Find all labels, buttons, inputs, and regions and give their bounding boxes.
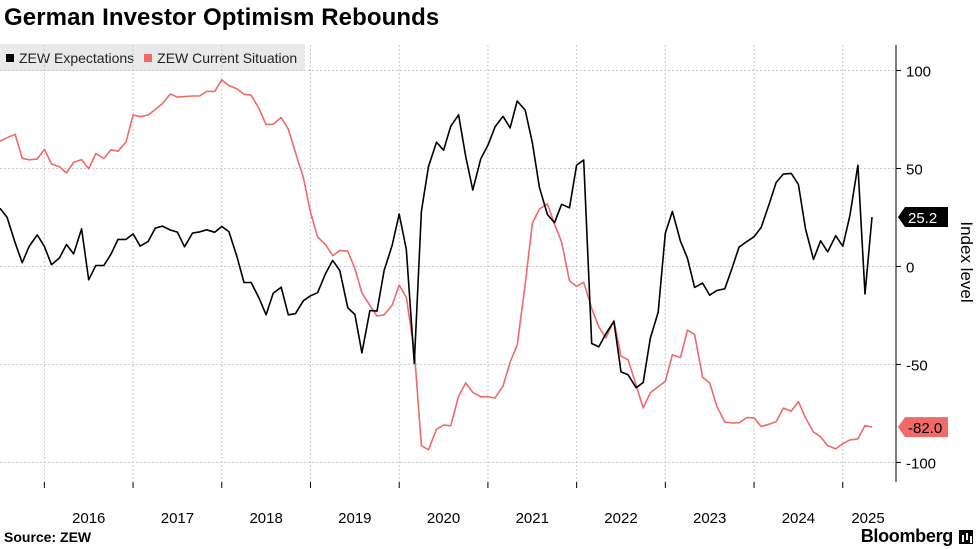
x-tick-label: 2018 xyxy=(249,510,282,527)
x-tick-label: 2021 xyxy=(516,510,549,527)
y-axis-label: Index level xyxy=(957,221,976,303)
grid-lines xyxy=(0,45,896,482)
chart-title: German Investor Optimism Rebounds xyxy=(4,4,440,31)
legend-item-current: ZEW Current Situation xyxy=(144,50,297,66)
badge-label-expectations: 25.2 xyxy=(908,210,937,227)
x-tick-label: 2022 xyxy=(604,510,637,527)
y-tick-label: 0 xyxy=(906,259,914,276)
legend-item-expectations: ZEW Expectations xyxy=(6,50,134,66)
bloomberg-terminal-icon xyxy=(959,529,973,544)
y-tick-label: -100 xyxy=(906,455,936,472)
badge-label-current: -82.0 xyxy=(908,420,942,437)
series-line-expectations xyxy=(0,100,873,389)
x-tick-label: 2017 xyxy=(161,510,194,527)
last-value-badges: 25.2 -82.0 xyxy=(898,207,948,438)
brand-logo: Bloomberg xyxy=(861,526,973,547)
axes: 100 50 0 -50 -100 2016 2017 2018 2019 2020 2021 202… xyxy=(43,45,936,527)
x-tick-label: 2020 xyxy=(427,510,460,527)
series-lines xyxy=(0,79,873,451)
legend-swatch-expectations xyxy=(6,53,14,62)
x-tick-label: 2019 xyxy=(338,510,371,527)
y-tick-label: -50 xyxy=(906,357,928,374)
badge-expectations xyxy=(898,207,948,228)
brand-name: Bloomberg xyxy=(860,526,954,546)
source-note: Source: ZEW xyxy=(4,529,92,545)
y-tick-label: 100 xyxy=(906,63,931,80)
x-tick-label: 2016 xyxy=(72,510,105,527)
x-tick-label: 2025 xyxy=(851,510,884,527)
x-tick-label: 2023 xyxy=(693,510,726,527)
x-tick-label: 2024 xyxy=(782,510,815,527)
series-line-current xyxy=(0,79,873,451)
badge-current xyxy=(898,417,948,438)
legend-swatch-current xyxy=(144,53,153,62)
legend-label-current: ZEW Current Situation xyxy=(157,49,298,66)
legend-label-expectations: ZEW Expectations xyxy=(19,49,135,66)
chart-legend: ZEW Expectations ZEW Current Situation xyxy=(0,44,306,71)
y-tick-label: 50 xyxy=(906,161,923,178)
